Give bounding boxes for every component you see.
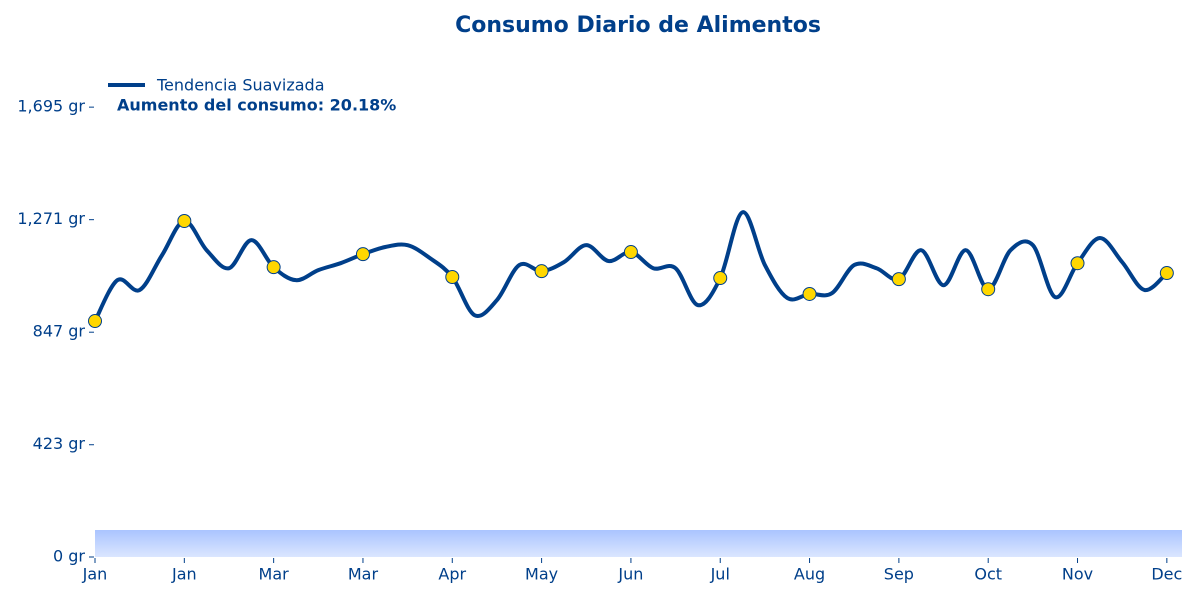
marker	[981, 282, 996, 297]
marker	[1070, 256, 1085, 271]
y-tick-label: 423 gr	[33, 434, 86, 453]
trend-line	[93, 210, 1169, 323]
marker	[1159, 266, 1174, 281]
marker	[355, 247, 370, 262]
x-tick-label: May	[525, 565, 558, 584]
marker	[891, 272, 906, 287]
marker	[802, 286, 817, 301]
x-tick-label: Apr	[438, 565, 466, 584]
x-tick-label: Aug	[794, 565, 825, 584]
marker	[177, 213, 192, 228]
x-tick-label: Mar	[259, 565, 290, 584]
marker	[534, 264, 549, 279]
annotation: Aumento del consumo: 20.18%	[117, 96, 396, 115]
x-tick-label: Dec	[1151, 565, 1182, 584]
x-tick-label: Jul	[710, 565, 730, 584]
marker	[713, 271, 728, 286]
y-tick-label: 0 gr	[53, 547, 85, 566]
y-tick-label: 847 gr	[33, 322, 86, 341]
y-tick-label: 1,695 gr	[17, 97, 85, 116]
y-tick-label: 1,271 gr	[17, 209, 85, 228]
baseline-band	[95, 530, 1182, 557]
marker	[266, 260, 281, 275]
x-tick-label: Sep	[884, 565, 914, 584]
legend-label: Tendencia Suavizada	[156, 76, 325, 95]
chart-title: Consumo Diario de Alimentos	[455, 13, 821, 38]
x-tick-label: Jun	[617, 565, 643, 584]
x-tick-label: Jan	[82, 565, 108, 584]
x-tick-label: Oct	[974, 565, 1002, 584]
marker	[623, 245, 638, 260]
marker	[445, 269, 460, 284]
x-tick-label: Jan	[171, 565, 197, 584]
marker	[88, 314, 102, 329]
x-tick-label: Mar	[348, 565, 379, 584]
x-tick-label: Nov	[1062, 565, 1093, 584]
